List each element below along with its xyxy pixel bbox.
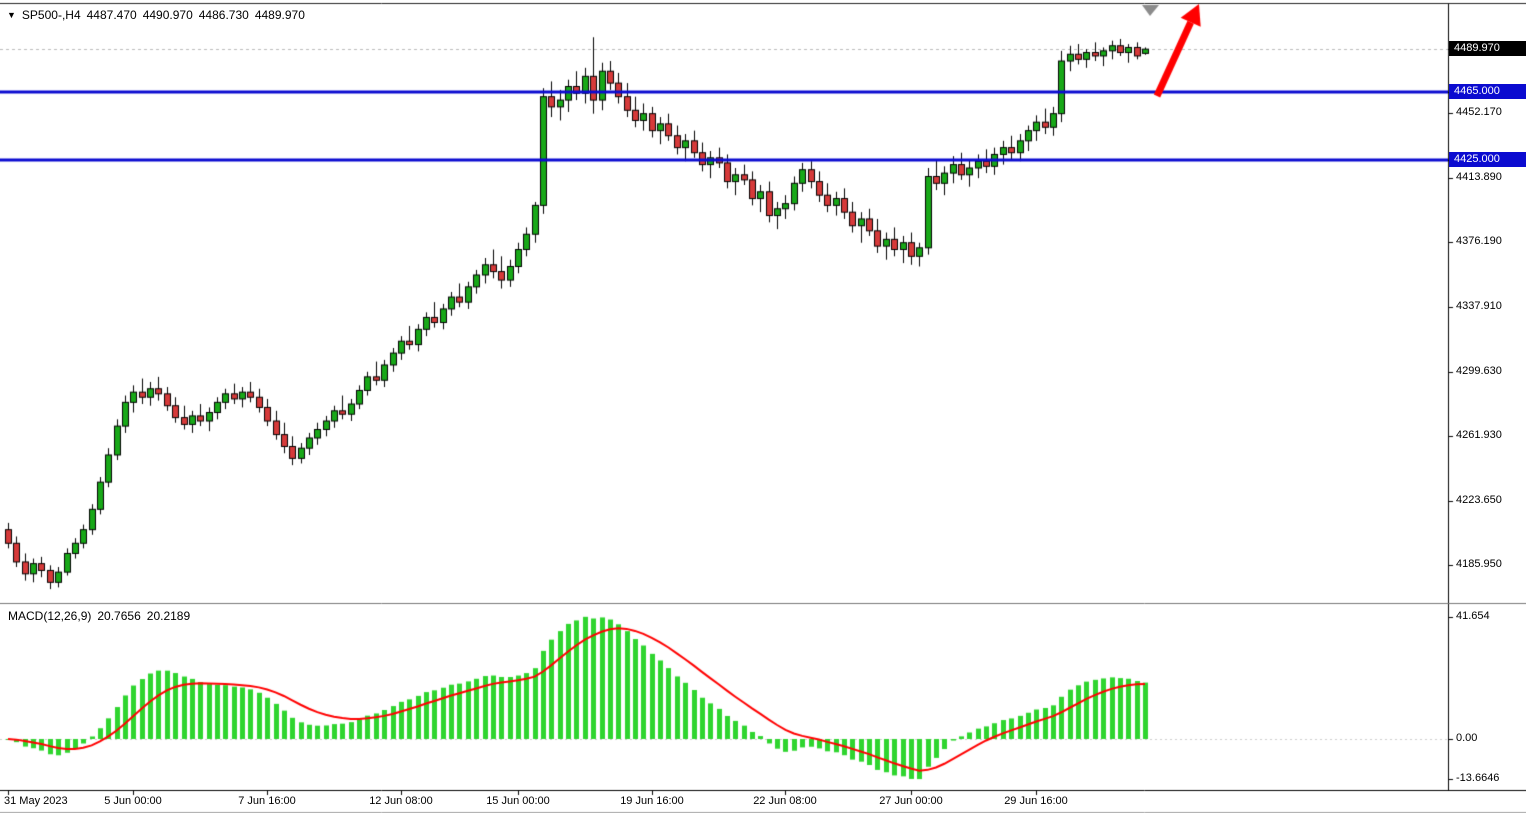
symbol-marker-icon: ▼ [7,10,16,20]
price-tick-label: 4261.930 [1456,429,1502,441]
time-axis-label: 19 Jun 16:00 [620,795,684,807]
price-tick-label: 4185.950 [1456,558,1502,570]
symbol-info: ▼ SP500-,H4 4487.470 4490.970 4486.730 4… [7,8,305,22]
current-price-badge: 4489.970 [1449,41,1526,56]
price-level-badge: 4465.000 [1449,84,1526,99]
price-level-badge: 4425.000 [1449,152,1526,167]
price-tick-label: 4223.650 [1456,494,1502,506]
time-axis-label: 7 Jun 16:00 [238,795,296,807]
ohlc-low: 4486.730 [198,8,249,22]
macd-tick-label: 0.00 [1456,732,1478,744]
time-axis-label: 22 Jun 08:00 [753,795,817,807]
ohlc-open: 4487.470 [86,8,137,22]
macd-indicator-label: MACD(12,26,9) 20.7656 20.2189 [8,609,190,623]
price-tick-label: 4413.890 [1456,171,1502,183]
ohlc-high: 4490.970 [142,8,193,22]
macd-main-value: 20.7656 [97,609,141,623]
price-tick-label: 4452.170 [1456,106,1502,118]
macd-name: MACD(12,26,9) [8,609,92,623]
price-tick-label: 4376.190 [1456,235,1502,247]
macd-tick-label: 41.654 [1456,610,1490,622]
time-axis-label: 5 Jun 00:00 [104,795,162,807]
price-tick-label: 4299.630 [1456,365,1502,377]
time-axis-label: 27 Jun 00:00 [879,795,943,807]
macd-signal-value: 20.2189 [146,609,191,623]
time-axis-label: 15 Jun 00:00 [486,795,550,807]
symbol-period-label: SP500-,H4 [21,8,81,22]
time-axis-label: 31 May 2023 [4,795,68,807]
macd-tick-label: -13.6646 [1456,772,1500,784]
price-tick-label: 4337.910 [1456,300,1502,312]
time-axis-label: 12 Jun 08:00 [369,795,433,807]
ohlc-close: 4489.970 [254,8,305,22]
time-axis-label: 29 Jun 16:00 [1004,795,1068,807]
